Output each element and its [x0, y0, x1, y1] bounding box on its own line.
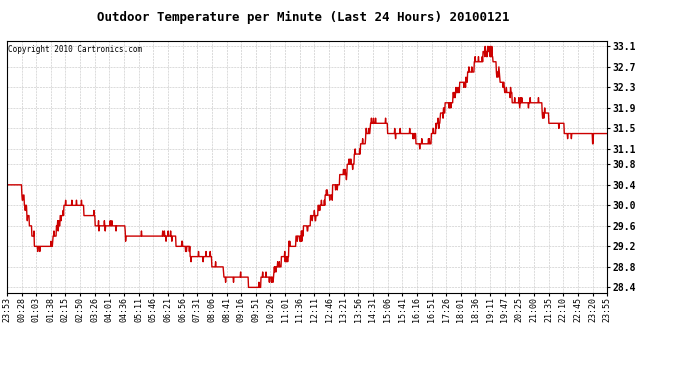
Text: Copyright 2010 Cartronics.com: Copyright 2010 Cartronics.com: [8, 45, 141, 54]
Text: Outdoor Temperature per Minute (Last 24 Hours) 20100121: Outdoor Temperature per Minute (Last 24 …: [97, 11, 510, 24]
